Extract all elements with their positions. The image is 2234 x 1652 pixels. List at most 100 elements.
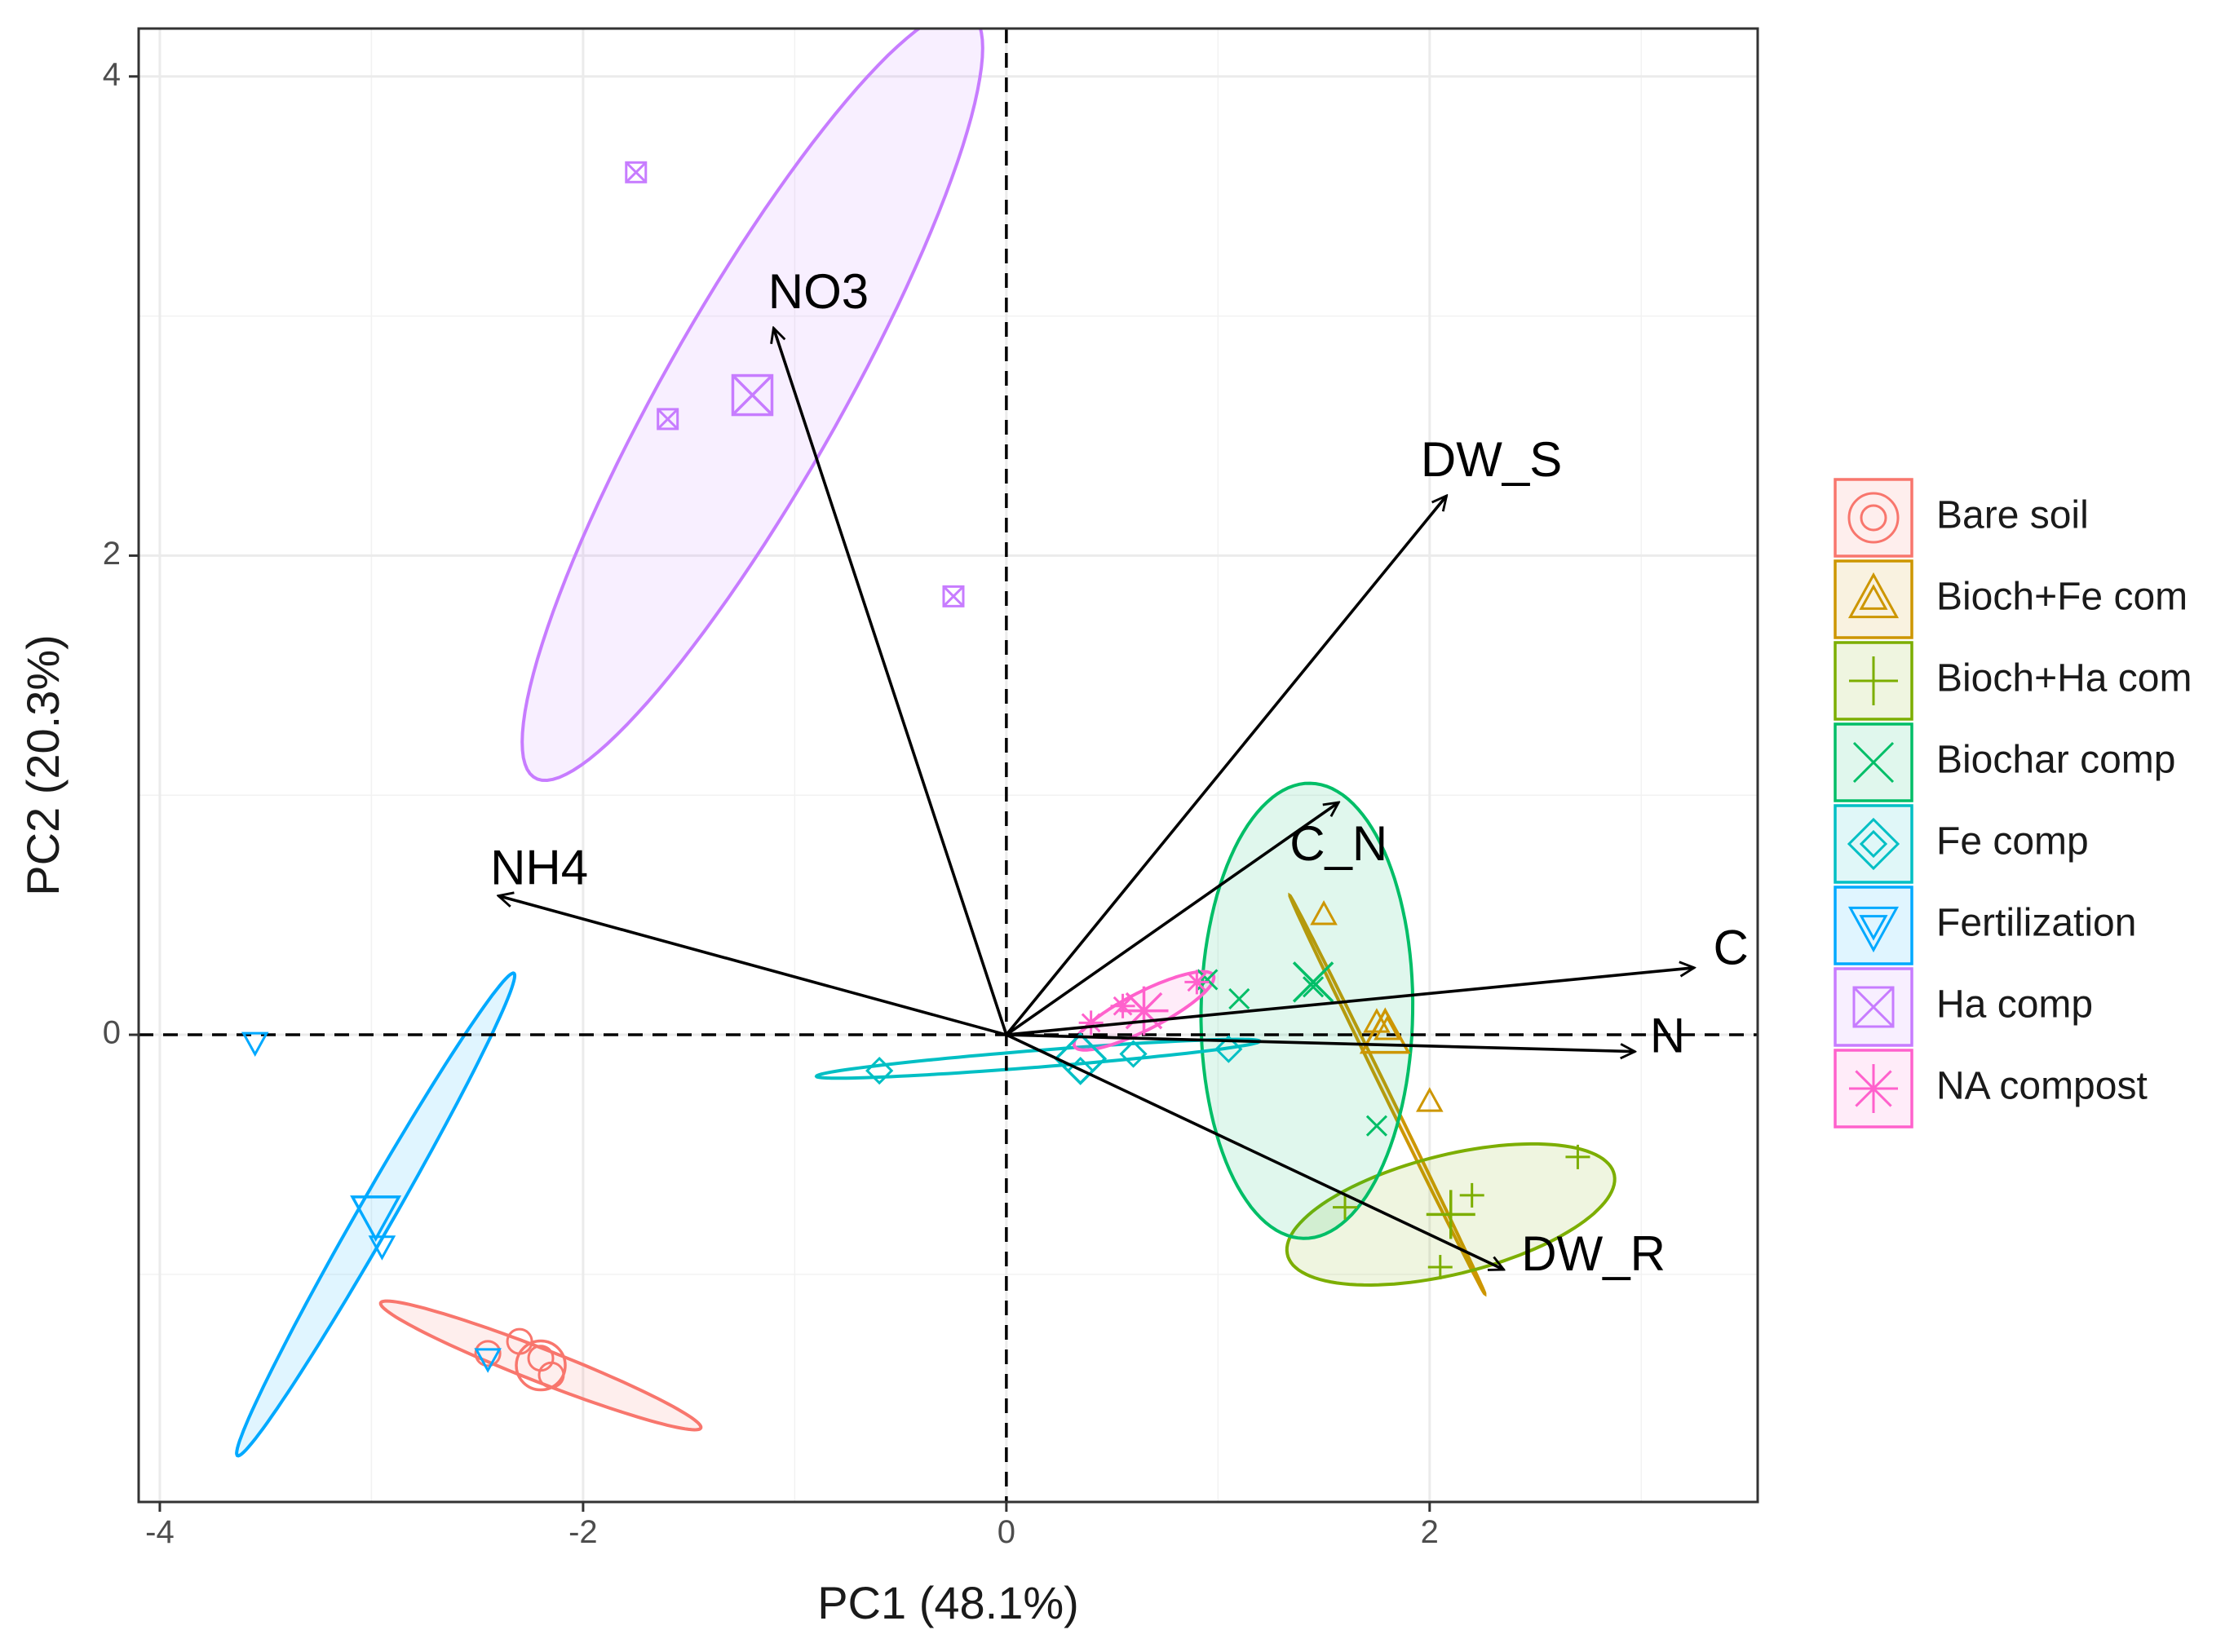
- variable-arrows: NO3 DW_S NH4 C_N CN DW_R: [490, 264, 1749, 1281]
- ellipse-bare-soil: [378, 1299, 703, 1432]
- label-c: C: [1713, 921, 1748, 975]
- plot-panel: NO3 DW_S NH4 C_N CN DW_R: [137, 27, 1759, 1504]
- legend-symbol-na-compost: [1849, 1064, 1898, 1113]
- points-bioch-fe-com: [1310, 900, 1444, 1112]
- arrow-no3: [773, 328, 1008, 1036]
- legend-symbol-bioch-fe-com: [1847, 572, 1900, 619]
- centroid-bioch-ha-com: [1426, 1190, 1475, 1239]
- data-point-biochar-comp: [1303, 976, 1325, 998]
- ellipse-bioch-fe-com: [1288, 892, 1487, 1297]
- centroid-bioch-fe-com: [1359, 1007, 1411, 1054]
- x-tick-label: 0: [998, 1514, 1015, 1550]
- legend-item-bioch-fe-com: Bioch+Fe com: [1834, 559, 2188, 639]
- arrow-dw-s: [1005, 496, 1447, 1036]
- label-dw-s: DW_S: [1421, 432, 1562, 487]
- legend-item-biochar-comp: Biochar comp: [1834, 722, 2175, 802]
- legend-label-bioch-fe-com: Bioch+Fe com: [1936, 576, 2188, 619]
- points-biochar-comp: [1197, 961, 1388, 1137]
- points-na-compost: [1078, 970, 1210, 1036]
- data-point-ha-comp: [625, 161, 648, 183]
- arrow-dw-r: [1006, 1033, 1504, 1270]
- axes: -4 -2 0 2 0 2 4 PC1 (48.1%) PC2 (20.3%): [17, 56, 1439, 1628]
- data-point-biochar-comp: [1365, 1115, 1388, 1137]
- legend-item-bioch-ha-com: Bioch+Ha com: [1834, 641, 2192, 721]
- y-tick-label: 2: [103, 536, 121, 572]
- legend-item-fe-comp: Fe comp: [1834, 804, 2089, 884]
- x-axis-title: PC1 (48.1%): [817, 1577, 1079, 1628]
- x-tick-label: -4: [145, 1514, 175, 1550]
- legend-symbol-fe-comp: [1847, 817, 1900, 871]
- legend-symbol-bare-soil: [1847, 492, 1900, 544]
- legend-label-bare-soil: Bare soil: [1936, 494, 2089, 537]
- centroid-na-compost: [1119, 986, 1169, 1036]
- data-point-bare-soil: [474, 1340, 502, 1367]
- data-point-bioch-ha-com: [1459, 1182, 1484, 1208]
- x-tick-label: -2: [568, 1514, 598, 1550]
- legend-symbol-bioch-ha-com: [1849, 656, 1898, 705]
- y-tick-label: 0: [103, 1015, 121, 1051]
- legend-key: [1834, 478, 1913, 558]
- data-point-bioch-fe-com: [1363, 1008, 1391, 1033]
- legend-label-fertilization: Fertilization: [1936, 902, 2136, 945]
- points-ha-comp: [625, 161, 965, 607]
- data-point-bioch-fe-com: [1416, 1087, 1444, 1112]
- panel-background: [139, 29, 1758, 1502]
- data-point-fertilization: [241, 1031, 269, 1057]
- centroid-bare-soil: [515, 1339, 567, 1392]
- ellipse-ha-comp: [520, 29, 984, 783]
- data-point-biochar-comp: [1228, 987, 1250, 1010]
- label-n: N: [1650, 1008, 1685, 1062]
- arrow-c-n: [1005, 802, 1338, 1036]
- ellipse-fe-comp: [814, 1037, 1263, 1080]
- centroid-fe-comp: [1054, 1031, 1108, 1085]
- points-fe-comp: [865, 1031, 1243, 1085]
- legend-key: [1834, 804, 1913, 884]
- ellipse-biochar-comp: [1199, 781, 1415, 1240]
- data-point-fe-comp: [1214, 1035, 1243, 1063]
- panel-border: [137, 27, 1759, 1504]
- arrow-nh4: [498, 896, 1007, 1036]
- centroid-biochar-comp: [1292, 961, 1334, 1003]
- legend-item-na-compost: NA compost: [1834, 1049, 2148, 1129]
- ellipse-fertilization: [235, 971, 517, 1458]
- x-tick-label: 2: [1421, 1514, 1439, 1550]
- legend-label-fe-comp: Fe comp: [1936, 820, 2089, 864]
- data-point-fe-comp: [1119, 1040, 1148, 1068]
- legend-item-bare-soil: Bare soil: [1834, 478, 2089, 558]
- data-point-fe-comp: [865, 1057, 894, 1085]
- legend-item-ha-comp: Ha comp: [1834, 967, 2093, 1047]
- y-tick-label: 4: [103, 56, 121, 92]
- data-point-fertilization: [368, 1235, 396, 1261]
- data-point-bioch-fe-com: [1310, 900, 1338, 925]
- label-nh4: NH4: [490, 840, 588, 894]
- legend-label-na-compost: NA compost: [1936, 1065, 2148, 1108]
- legend-label-biochar-comp: Biochar comp: [1936, 739, 2175, 782]
- legend-key: [1834, 641, 1913, 721]
- legend-key: [1834, 722, 1913, 802]
- y-axis-title: PC2 (20.3%): [17, 634, 69, 896]
- label-no3: NO3: [768, 264, 869, 319]
- data-point-bioch-ha-com: [1333, 1195, 1358, 1220]
- data-point-bioch-ha-com: [1565, 1144, 1590, 1169]
- centroid-ha-comp: [731, 373, 774, 417]
- data-point-ha-comp: [657, 408, 679, 431]
- data-point-bare-soil: [527, 1345, 555, 1372]
- legend: Bare soil Bioch+Fe com Bioch+Ha com Biochar…: [1834, 478, 2192, 1129]
- points-fertilization: [241, 1031, 502, 1373]
- plot-content: NO3 DW_S NH4 C_N CN DW_R: [139, 29, 1758, 1502]
- data-point-bioch-ha-com: [1427, 1255, 1453, 1280]
- points-bioch-ha-com: [1333, 1144, 1590, 1280]
- data-point-na-compost: [1184, 970, 1210, 995]
- centroid-fertilization: [350, 1195, 402, 1243]
- legend-symbol-ha-comp: [1852, 986, 1895, 1028]
- arrow-c: [1006, 968, 1694, 1036]
- legend-symbol-biochar-comp: [1852, 741, 1895, 784]
- legend-label-bioch-ha-com: Bioch+Ha com: [1936, 657, 2192, 700]
- points-bare-soil: [474, 1327, 567, 1392]
- label-c-n: C_N: [1290, 816, 1387, 871]
- legend-item-fertilization: Fertilization: [1834, 886, 2136, 965]
- data-point-ha-comp: [942, 585, 965, 607]
- data-point-na-compost: [1078, 1010, 1104, 1036]
- legend-symbol-fertilization: [1847, 906, 1900, 953]
